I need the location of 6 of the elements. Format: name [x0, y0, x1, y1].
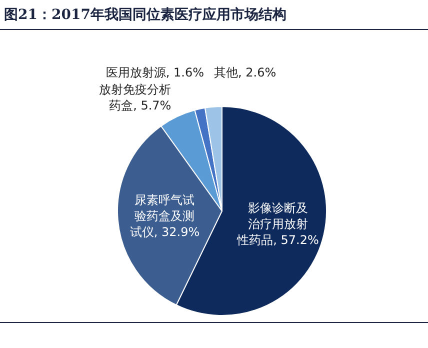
- chart-title: 图21：2017年我国同位素医疗应用市场结构: [0, 0, 428, 30]
- slice-label: 其他, 2.6%: [214, 66, 276, 80]
- slice-label: 放射免疫分析药盒, 5.7%: [99, 82, 172, 112]
- slice-label: 医用放射源, 1.6%: [106, 66, 204, 80]
- slice-label: 影像诊断及治疗用放射性药品, 57.2%: [236, 200, 319, 247]
- slice-label: 尿素呼气试验药盒及测试仪, 32.9%: [130, 192, 200, 239]
